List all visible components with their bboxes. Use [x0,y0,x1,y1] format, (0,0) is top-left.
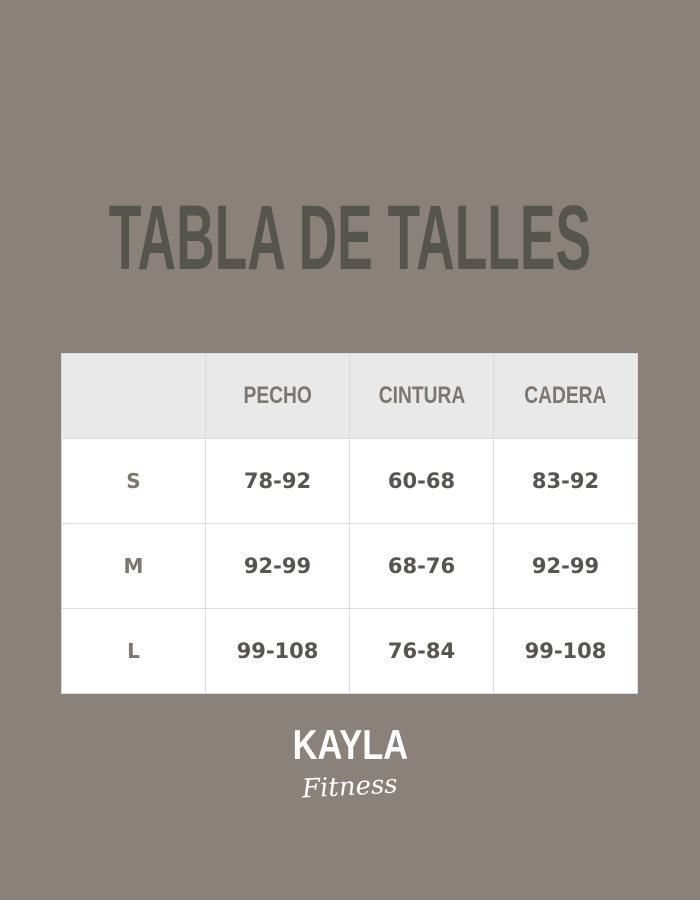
brand-tagline: Fitness [301,769,399,805]
page-title: TABLA DE TALLES [108,187,592,289]
cintura-cell: 60-68 [349,438,494,524]
brand-logo: KAYLA [292,721,408,768]
cadera-cell: 99-108 [493,608,638,694]
size-label: M [61,523,206,609]
header-pecho: PECHO [205,353,350,439]
table-row: S 78-92 60-68 83-92 [61,438,638,524]
header-empty [61,353,206,439]
header-cintura: CINTURA [349,353,494,439]
table-header-row: PECHO CINTURA CADERA [61,353,638,439]
size-label: L [61,608,206,694]
cadera-cell: 92-99 [493,523,638,609]
header-cadera: CADERA [493,353,638,439]
cintura-cell: 68-76 [349,523,494,609]
size-table: PECHO CINTURA CADERA S 78-92 60-68 83-92… [61,353,638,694]
cintura-cell: 76-84 [349,608,494,694]
pecho-cell: 92-99 [205,523,350,609]
brand-tagline-wrap: Fitness [0,769,700,805]
size-label: S [61,438,206,524]
cadera-cell: 83-92 [493,438,638,524]
table-row: M 92-99 68-76 92-99 [61,523,638,609]
pecho-cell: 78-92 [205,438,350,524]
pecho-cell: 99-108 [205,608,350,694]
table-row: L 99-108 76-84 99-108 [61,608,638,694]
